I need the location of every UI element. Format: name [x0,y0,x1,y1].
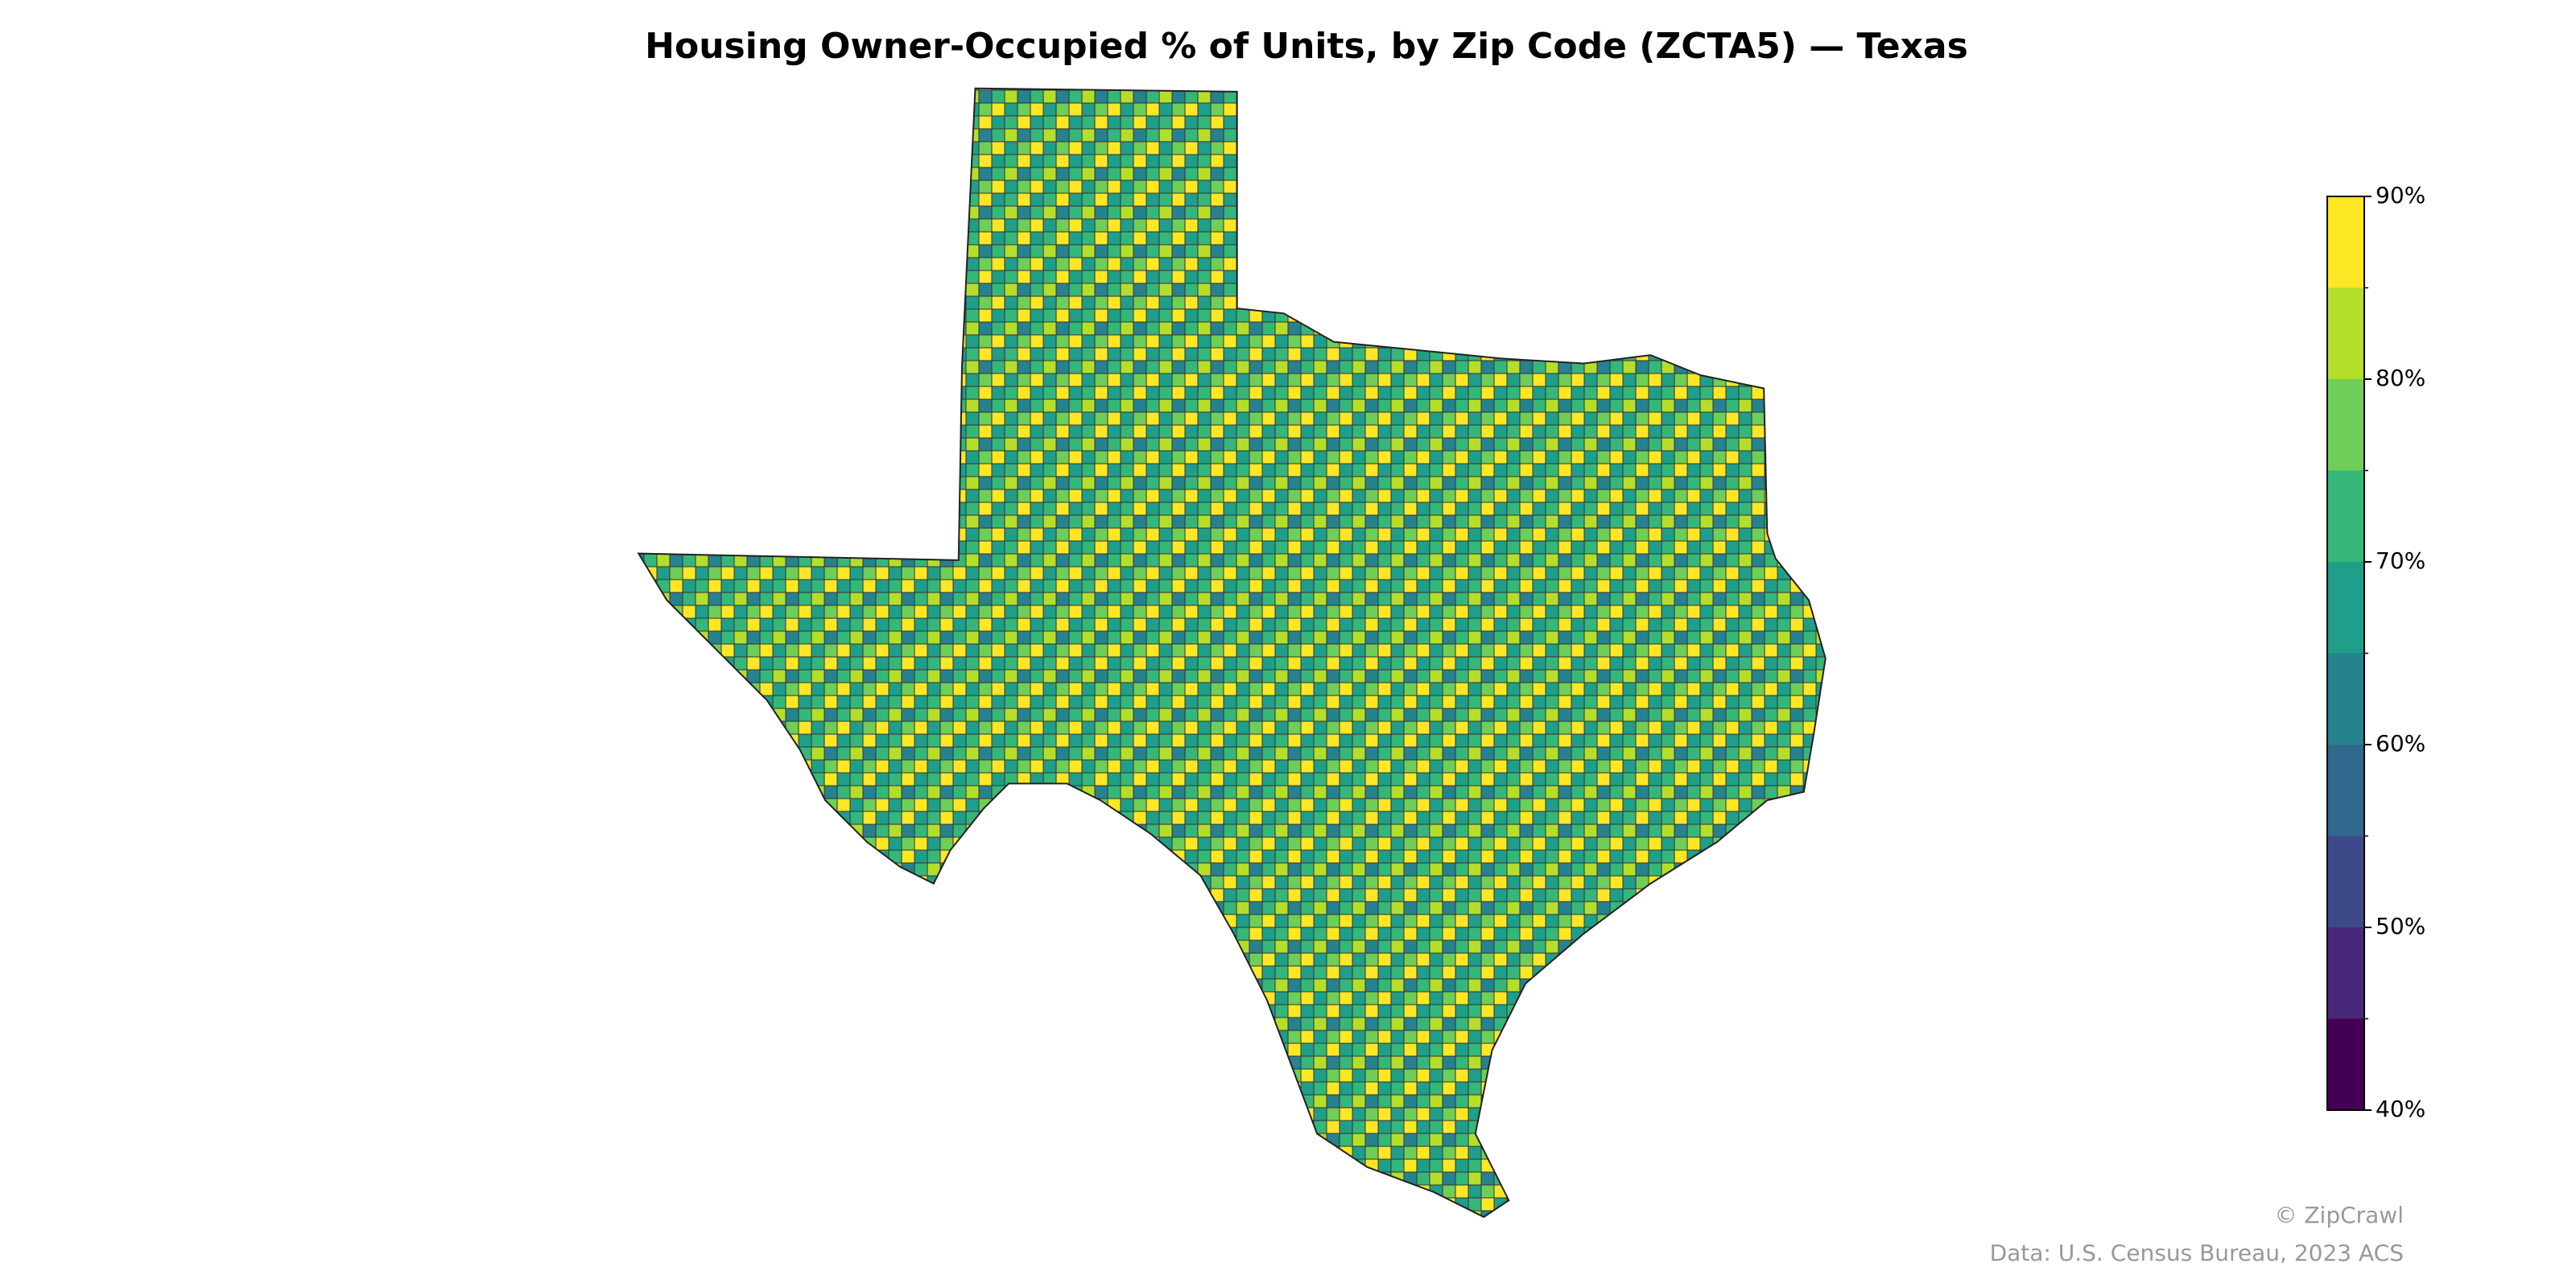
colorbar-bin [2327,379,2364,471]
colorbar-tick-label: 70% [2376,547,2425,574]
colorbar: 40% 50% 60% 70% 80% 90% [2326,182,2425,1122]
texas-map [637,87,1827,1218]
colorbar-tick-label: 60% [2376,730,2425,757]
colorbar-bin [2327,653,2364,745]
colorbar-bin [2327,196,2364,288]
colorbar-bin [2327,1018,2364,1110]
colorbar-tick-label: 40% [2376,1096,2425,1122]
colorbar-bin [2327,745,2364,836]
credit: © ZipCrawl [2274,1202,2404,1228]
colorbar-bin [2327,562,2364,654]
colorbar-tick-label: 90% [2376,182,2425,208]
chart-title: Housing Owner-Occupied % of Units, by Zi… [645,26,1968,67]
colorbar-tick-label: 50% [2376,913,2425,939]
colorbar-tick-label: 80% [2376,365,2425,391]
colorbar-bin [2327,470,2364,562]
colorbar-bin [2327,927,2364,1019]
colorbar-bin [2327,287,2364,379]
credit: Data: U.S. Census Bureau, 2023 ACS [1990,1240,2404,1266]
colorbar-bin [2327,836,2364,927]
